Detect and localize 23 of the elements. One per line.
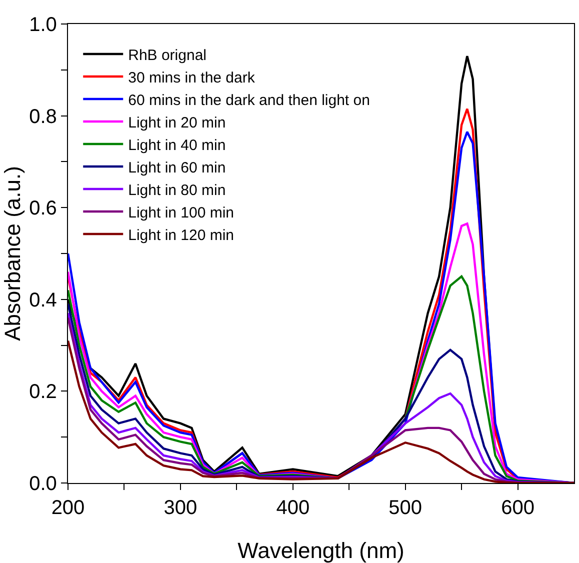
- legend-label: Light in 40 min: [128, 136, 226, 154]
- y-tick-label: 0.8: [29, 106, 57, 128]
- legend-label: 60 mins in the dark and then light on: [128, 92, 370, 109]
- line-series: [68, 222, 574, 483]
- y-axis-title: Absorbance (a.u.): [0, 166, 25, 341]
- x-tick-label: 400: [276, 497, 310, 520]
- legend-label: Light in 120 min: [128, 226, 234, 244]
- y-tick-label: 0.2: [29, 381, 57, 404]
- legend-label: Light in 60 min: [128, 159, 226, 176]
- legend-label: Light in 20 min: [128, 114, 226, 132]
- x-tick-label: 200: [51, 497, 85, 520]
- text: 0.0: [29, 473, 57, 495]
- legend-label: Light in 100 min: [128, 204, 234, 222]
- legend-label: 30 mins in the dark: [128, 69, 256, 86]
- x-tick-label: 600: [501, 497, 534, 520]
- x-axis-title: Wavelength (nm): [238, 538, 404, 563]
- x-tick-label: 500: [388, 497, 422, 520]
- y-tick-label: 0.4: [29, 289, 57, 312]
- x-tick-label: 300: [164, 497, 198, 520]
- y-tick-label: 0.6: [29, 198, 57, 220]
- legend-label: Light in 80 min: [128, 182, 226, 199]
- y-tick-label: 1.0: [29, 14, 57, 36]
- legend-label: RhB orignal: [128, 46, 207, 64]
